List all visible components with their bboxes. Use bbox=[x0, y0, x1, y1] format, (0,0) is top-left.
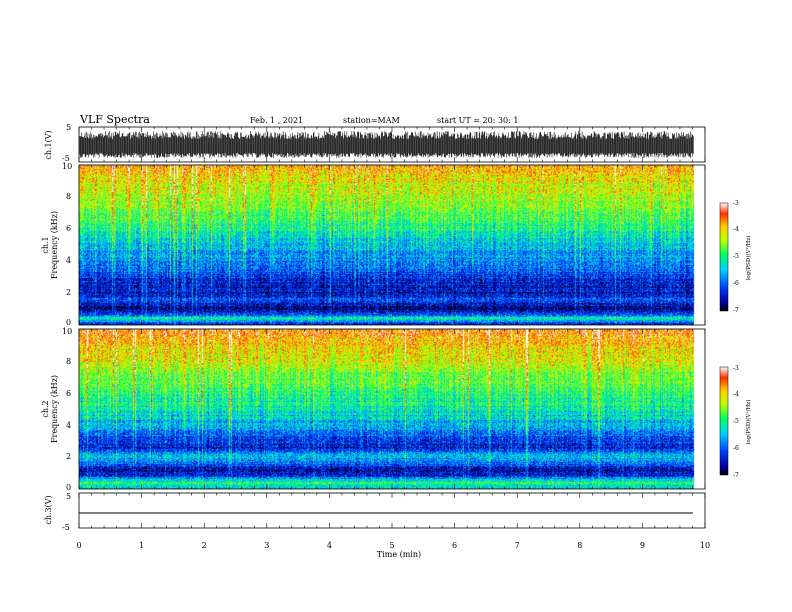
ch1-ytick-4: 4 bbox=[66, 256, 71, 265]
ch1-cbar-tick-5: -5 bbox=[733, 253, 739, 260]
time-tick-label-9: 9 bbox=[640, 541, 645, 550]
ch2-ytick-6: 6 bbox=[66, 389, 71, 398]
station-label: station=MAM bbox=[343, 116, 400, 125]
figure-title: VLF Spectra bbox=[79, 113, 150, 126]
time-tick-label-4: 4 bbox=[327, 541, 332, 550]
ch2-cbar-tick-4: -4 bbox=[733, 391, 739, 398]
ch2-colorbar: -3 -4 -5 -6 -7 log(PSD)(V²/Hz) bbox=[719, 365, 752, 479]
ch2-ytick-2: 2 bbox=[66, 452, 71, 461]
time-tick-label-8: 8 bbox=[577, 541, 582, 550]
ch1-freq-ticks: 0 2 4 6 8 10 bbox=[62, 162, 72, 327]
ch2-spectrogram-panel: 0 2 4 6 8 10 ch.2 Frequency (kHz) bbox=[41, 327, 706, 492]
time-tick-label-3: 3 bbox=[264, 541, 269, 550]
ch1-ytick-top: 5 bbox=[66, 123, 71, 132]
time-axis-label: Time (min) bbox=[377, 550, 421, 559]
ch1-cbar-tick-6: -6 bbox=[733, 280, 739, 287]
time-tick-label-1: 1 bbox=[139, 541, 144, 550]
ch1-spectrogram-image bbox=[79, 165, 705, 325]
ch2-freq-ticks: 0 2 4 6 8 10 bbox=[62, 327, 72, 492]
ch1-cbar-tick-7: -7 bbox=[733, 307, 739, 314]
ch1-spectrogram-panel: 0 2 4 6 8 10 ch.1 Frequency (kHz) bbox=[41, 162, 706, 327]
date-label: Feb. 1 , 2021 bbox=[250, 116, 303, 125]
ch2-cbar-label: log(PSD)(V²/Hz) bbox=[745, 400, 752, 445]
ch2-spectrogram-ticks bbox=[78, 329, 706, 489]
ch1-ytick-6: 6 bbox=[66, 224, 71, 233]
ch1-colorbar: -3 -4 -5 -6 -7 log(PSD)(V²/Hz) bbox=[719, 200, 752, 314]
time-tick-label-2: 2 bbox=[202, 541, 207, 550]
time-tick-label-5: 5 bbox=[389, 541, 394, 550]
ch2-channel-label: ch.2 bbox=[41, 400, 50, 417]
ch1-frequency-label: Frequency (kHz) bbox=[50, 211, 59, 279]
ch1-ytick-0: 0 bbox=[66, 318, 71, 327]
ch1-waveform-ylabel: ch.1(V) bbox=[44, 130, 53, 159]
ch1-waveform-trace bbox=[79, 131, 694, 158]
ch2-cbar-tick-6: -6 bbox=[733, 445, 739, 452]
ch3-waveform-panel: 5 -5 ch.3(V) bbox=[44, 492, 706, 532]
time-tick-label-7: 7 bbox=[515, 541, 520, 550]
ch2-ytick-8: 8 bbox=[66, 357, 71, 366]
ch2-ytick-4: 4 bbox=[66, 421, 71, 430]
ch1-cbar-tick-3: -3 bbox=[733, 200, 739, 207]
ch1-ytick-10: 10 bbox=[62, 162, 72, 171]
ch1-cbar-label: log(PSD)(V²/Hz) bbox=[745, 236, 752, 281]
ch1-channel-label: ch.1 bbox=[41, 236, 50, 253]
time-axis-tick-labels: 0 1 2 3 4 5 6 7 8 9 10 bbox=[76, 541, 710, 550]
time-tick-label-6: 6 bbox=[452, 541, 457, 550]
time-tick-label-0: 0 bbox=[76, 541, 81, 550]
ch2-cbar-tick-7: -7 bbox=[733, 472, 739, 479]
time-tick-label-10: 10 bbox=[700, 541, 710, 550]
ch2-spectrogram-image bbox=[79, 329, 705, 489]
ch2-ytick-0: 0 bbox=[66, 483, 71, 492]
ch1-ytick-2: 2 bbox=[66, 288, 71, 297]
ch3-waveform-ticks bbox=[78, 493, 706, 528]
ch2-frequency-label: Frequency (kHz) bbox=[50, 375, 59, 443]
ch1-waveform-panel: 5 -5 ch.1(V) bbox=[44, 123, 706, 163]
ch2-cbar-tick-3: -3 bbox=[733, 365, 739, 372]
ch1-spectrogram-ticks bbox=[78, 165, 706, 325]
ch2-ytick-10: 10 bbox=[62, 327, 72, 336]
ch1-waveform-ticks bbox=[78, 127, 706, 162]
ch1-ytick-8: 8 bbox=[66, 192, 71, 201]
ch3-waveform-ylabel: ch.3(V) bbox=[44, 495, 53, 524]
ch2-cbar-tick-5: -5 bbox=[733, 418, 739, 425]
ch1-cbar-tick-4: -4 bbox=[733, 226, 739, 233]
ch1-ytick-bottom: -5 bbox=[62, 154, 70, 163]
start-time-label: start UT = 20: 30: 1 bbox=[437, 116, 518, 125]
ch3-ytick-top: 5 bbox=[66, 492, 71, 501]
ch3-ytick-bottom: -5 bbox=[62, 523, 70, 532]
